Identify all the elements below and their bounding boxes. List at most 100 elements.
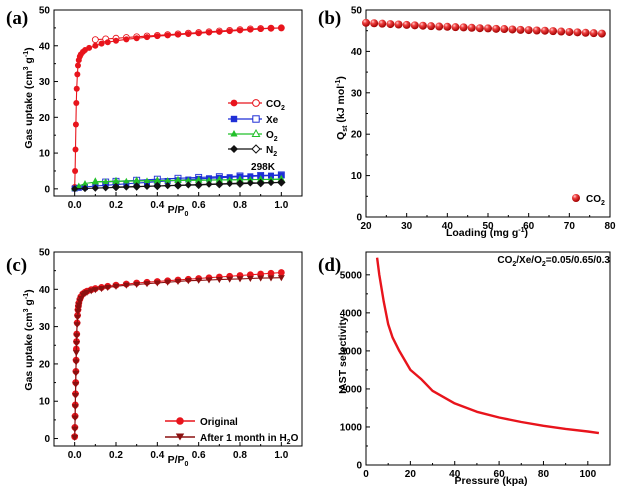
data-point	[427, 22, 436, 31]
data-point	[581, 28, 590, 37]
data-point	[72, 146, 79, 153]
data-point	[277, 178, 285, 187]
y-tick-label: 20	[39, 113, 51, 124]
data-point	[597, 29, 606, 38]
data-point	[524, 26, 533, 35]
series-line	[74, 27, 282, 188]
series-after-1-month-in-h2o	[71, 275, 285, 441]
y-tick-label: 0	[44, 184, 50, 195]
data-point	[71, 415, 79, 422]
series-original	[71, 269, 285, 441]
svg-text:CO2: CO2	[586, 194, 605, 207]
data-point	[113, 177, 119, 184]
data-point	[164, 182, 172, 190]
data-point	[500, 25, 509, 34]
x-tick-label: 20	[360, 221, 372, 232]
data-point	[74, 305, 82, 312]
y-tick-label: 50	[39, 6, 51, 17]
y-tick-label: 50	[39, 248, 51, 259]
data-point	[226, 176, 233, 183]
data-point	[72, 121, 79, 128]
data-point	[71, 185, 79, 193]
data-point	[92, 42, 99, 49]
legend-item-o2: O2	[228, 128, 278, 143]
data-point	[98, 286, 106, 293]
data-point	[102, 184, 110, 192]
data-point	[174, 181, 182, 189]
data-point	[236, 276, 244, 283]
data-point	[164, 32, 171, 39]
data-point	[195, 176, 202, 183]
legend-item-xe: Xe	[228, 115, 279, 126]
x-tick-label: 40	[449, 469, 461, 480]
svg-text:Xe: Xe	[266, 115, 279, 126]
data-point	[195, 180, 203, 189]
panel-c-xlabel: P/P0	[168, 454, 189, 468]
data-point	[91, 184, 99, 192]
data-point	[410, 21, 419, 30]
data-point	[257, 25, 264, 32]
data-point	[443, 22, 452, 31]
y-tick-label: 0	[356, 213, 362, 224]
x-tick-label: 40	[442, 221, 454, 232]
data-point	[143, 182, 151, 190]
data-point	[205, 277, 213, 284]
data-point	[557, 27, 566, 36]
data-point	[195, 277, 203, 284]
data-point	[226, 179, 234, 188]
data-point	[257, 275, 265, 282]
x-tick-label: 0.4	[150, 450, 164, 461]
data-point	[153, 182, 161, 190]
data-point	[122, 282, 130, 289]
data-point	[87, 288, 95, 295]
data-point	[133, 35, 140, 42]
x-tick-label: 70	[564, 221, 576, 232]
x-tick-label: 0.4	[150, 200, 164, 211]
x-tick-label: 50	[482, 221, 494, 232]
data-point	[467, 23, 476, 32]
x-tick-label: 0.8	[233, 450, 247, 461]
data-point	[370, 19, 379, 28]
data-point	[216, 176, 223, 183]
data-point	[205, 180, 213, 188]
data-point	[133, 281, 141, 288]
data-point	[73, 85, 80, 92]
y-tick-label: 2000	[340, 384, 363, 395]
data-point	[74, 309, 82, 316]
data-point	[215, 180, 223, 188]
data-point	[72, 359, 80, 366]
x-tick-label: 1.0	[274, 450, 288, 461]
y-tick-label: 40	[39, 285, 51, 296]
data-point	[226, 28, 233, 35]
data-point	[484, 24, 492, 33]
data-point	[102, 178, 109, 184]
data-point	[175, 31, 181, 38]
data-point	[72, 370, 80, 377]
data-point	[123, 177, 130, 184]
data-point	[362, 18, 370, 27]
legend-item-co2: CO2	[228, 99, 285, 112]
series-line	[74, 271, 282, 437]
series-line	[74, 178, 282, 189]
x-tick-label: 20	[405, 469, 417, 480]
x-tick-label: 0.6	[192, 450, 206, 461]
data-point	[71, 434, 79, 441]
x-tick-label: 1.0	[274, 200, 288, 211]
data-point	[246, 275, 254, 283]
panel-a-ylabel: Gas uptake (cm3 g-1)	[23, 47, 35, 148]
data-point	[268, 172, 274, 179]
data-point	[247, 26, 254, 33]
y-tick-label: 0	[356, 461, 362, 472]
data-point	[122, 183, 130, 191]
y-tick-label: 40	[351, 47, 363, 58]
y-tick-label: 3000	[340, 346, 363, 357]
data-point	[459, 23, 468, 32]
x-tick-label: 80	[604, 221, 616, 232]
panel-c-legend: Original After 1 month in H2O	[165, 417, 299, 446]
panel-a-legend: CO2 Xe O2 N2	[228, 99, 285, 158]
x-tick-label: 0.0	[68, 450, 82, 461]
data-point	[81, 184, 89, 193]
panel-a-temperature-note: 298K	[251, 162, 276, 173]
panel-c-tag: (c)	[6, 255, 27, 276]
plot-frame	[365, 9, 611, 218]
